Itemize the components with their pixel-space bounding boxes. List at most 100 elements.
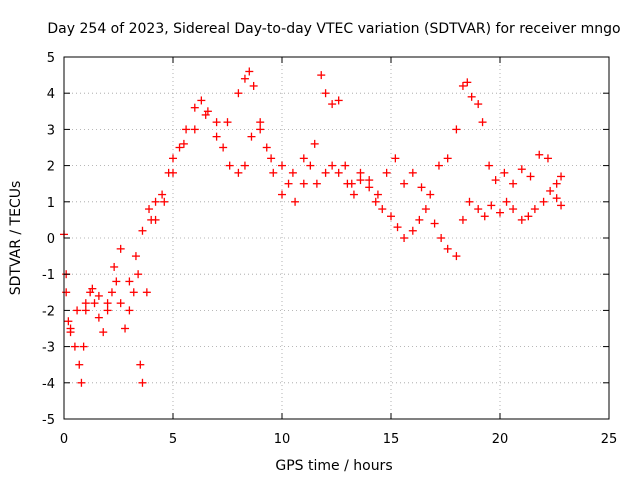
data-point: [110, 262, 119, 271]
data-point: [349, 190, 358, 199]
data-point: [400, 179, 409, 188]
data-point: [81, 306, 90, 315]
data-point: [458, 81, 467, 90]
data-point: [485, 161, 494, 170]
data-point: [75, 360, 84, 369]
data-point: [408, 168, 417, 177]
data-point: [474, 205, 483, 214]
data-point: [240, 161, 249, 170]
data-point: [62, 288, 71, 297]
data-point: [539, 197, 548, 206]
data-point: [500, 168, 509, 177]
data-point: [496, 208, 504, 217]
y-tick-label: 5: [47, 51, 55, 66]
data-point: [219, 143, 228, 152]
data-point: [288, 168, 297, 177]
y-tick-label: -5: [42, 413, 55, 428]
data-point: [212, 118, 221, 127]
data-point: [225, 161, 234, 170]
data-point: [88, 284, 97, 293]
data-point: [434, 161, 443, 170]
data-point: [169, 168, 177, 177]
data-point: [321, 89, 330, 98]
data-point: [103, 306, 112, 315]
data-point: [90, 299, 99, 308]
data-point: [356, 176, 365, 185]
data-point: [138, 226, 147, 235]
data-point: [79, 342, 88, 351]
data-point: [517, 215, 526, 224]
data-points: [60, 67, 566, 387]
data-point: [430, 219, 439, 228]
data-point: [491, 176, 500, 185]
y-tick-label: -4: [42, 377, 55, 392]
data-point: [347, 179, 356, 188]
data-point: [356, 168, 365, 177]
data-point: [145, 205, 154, 214]
data-point: [543, 154, 552, 163]
data-point: [517, 165, 526, 174]
data-point: [526, 172, 535, 181]
data-point: [452, 252, 461, 261]
x-tick-label: 15: [383, 432, 400, 447]
data-point: [223, 118, 232, 127]
data-point: [452, 125, 461, 134]
y-tick-label: 3: [47, 123, 55, 138]
data-point: [480, 212, 489, 221]
data-point: [408, 226, 417, 235]
data-point: [190, 103, 199, 112]
data-point: [245, 67, 254, 76]
data-point: [443, 154, 452, 163]
data-point: [417, 183, 426, 192]
data-point: [299, 154, 308, 163]
data-point: [125, 277, 134, 286]
data-point: [212, 132, 221, 141]
x-tick-label: 5: [169, 432, 177, 447]
data-point: [334, 168, 343, 177]
data-point: [382, 168, 391, 177]
data-point: [365, 176, 374, 185]
data-point: [256, 118, 265, 127]
data-point: [299, 179, 308, 188]
data-point: [151, 197, 160, 206]
data-point: [478, 118, 487, 127]
data-point: [365, 183, 374, 192]
data-point: [474, 100, 483, 109]
x-tick-label: 25: [601, 432, 618, 447]
data-point: [201, 110, 210, 119]
data-point: [107, 288, 116, 297]
data-point: [81, 299, 90, 308]
data-point: [103, 299, 112, 308]
y-tick-label: -2: [42, 304, 55, 319]
data-point: [535, 150, 544, 159]
data-point: [387, 212, 395, 221]
data-point: [131, 252, 140, 261]
data-point: [502, 197, 511, 206]
data-point: [546, 186, 555, 195]
data-point: [465, 197, 474, 206]
data-point: [262, 143, 271, 152]
data-point: [99, 328, 108, 337]
data-point: [321, 168, 330, 177]
data-point: [317, 71, 326, 80]
y-tick-label: 4: [47, 87, 55, 102]
data-point: [463, 78, 472, 87]
chart-title: Day 254 of 2023, Sidereal Day-to-day VTE…: [47, 21, 620, 37]
data-point: [509, 179, 518, 188]
data-point: [64, 317, 73, 326]
data-point: [94, 291, 103, 300]
data-point: [134, 270, 143, 279]
y-tick-label: 2: [47, 160, 55, 175]
data-point: [421, 205, 430, 214]
data-point: [557, 172, 566, 181]
data-point: [437, 234, 446, 242]
data-point: [373, 190, 382, 199]
y-tick-label: 0: [47, 232, 55, 247]
axes: 0 5 10 15 20 25 -5 -4 -3 -2 -1 0 1 2 3 4 5: [42, 51, 617, 447]
data-point: [552, 179, 561, 188]
data-point: [179, 139, 188, 148]
data-point: [190, 125, 199, 134]
data-point: [151, 215, 160, 224]
data-point: [278, 161, 286, 170]
